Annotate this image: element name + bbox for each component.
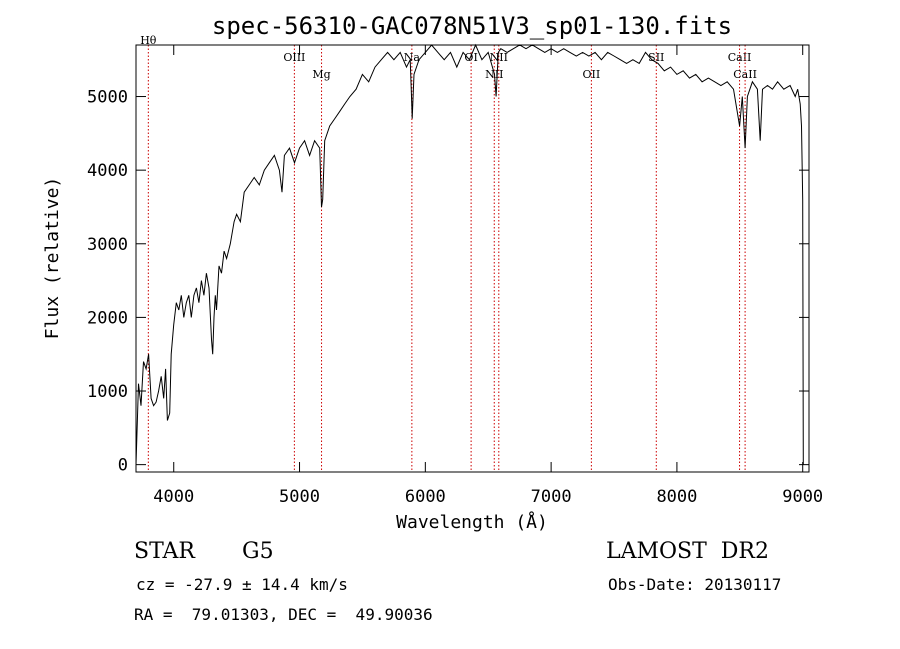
x-tick-label: 5000 (279, 487, 320, 507)
survey-label: LAMOST DR2 (606, 539, 769, 564)
spectral-line-label: Hθ (140, 34, 157, 47)
series-layer (135, 43, 804, 465)
y-tick-label: 0 (118, 456, 128, 476)
spectral-line-label: OI (464, 51, 477, 64)
plot-frame (135, 44, 810, 473)
spectral-line-label: Na (404, 51, 421, 64)
x-tick-label: 9000 (782, 487, 823, 507)
spectral-line-label: OIII (283, 51, 305, 64)
object-subclass: G5 (242, 539, 274, 564)
chart-title: spec-56310-GAC078N51V3_sp01-130.fits (212, 12, 732, 40)
x-tick-label: 6000 (405, 487, 446, 507)
y-tick-label: 2000 (87, 308, 128, 328)
coordinates-text: RA = 79.01303, DEC = 49.90036 (134, 605, 433, 624)
x-axis: 4000 5000 6000 7000 8000 9000 (153, 45, 823, 507)
y-tick-label: 3000 (87, 235, 128, 255)
spectrum-series-line (135, 43, 804, 465)
obs-date-text: Obs-Date: 20130117 (608, 575, 781, 594)
redshift-text: cz = -27.9 ± 14.4 km/s (136, 575, 348, 594)
y-axis-label: Flux (relative) (42, 177, 63, 340)
x-tick-label: 4000 (153, 487, 194, 507)
spectral-line-label: Mg (312, 68, 330, 81)
spectral-line-label: OII (583, 68, 601, 81)
spectral-line-label: CaII (728, 51, 752, 64)
y-axis: 0 1000 2000 3000 4000 5000 (87, 88, 809, 476)
x-tick-label: 7000 (531, 487, 572, 507)
spectral-line-label: CaII (733, 68, 757, 81)
y-tick-label: 5000 (87, 88, 128, 108)
y-tick-label: 1000 (87, 382, 128, 402)
x-axis-label: Wavelength (Å) (396, 511, 548, 533)
object-class: STAR (134, 539, 196, 564)
x-tick-label: 8000 (656, 487, 697, 507)
y-tick-label: 4000 (87, 161, 128, 181)
spectral-line-label: SII (648, 51, 664, 64)
spectral-line-label: NII (490, 51, 508, 64)
